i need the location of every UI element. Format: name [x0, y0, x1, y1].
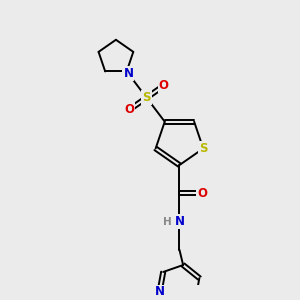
Text: H: H: [163, 217, 172, 226]
Text: N: N: [174, 215, 184, 228]
Text: S: S: [142, 91, 151, 104]
Text: O: O: [159, 79, 169, 92]
Text: N: N: [123, 67, 134, 80]
Text: S: S: [199, 142, 208, 155]
Text: O: O: [197, 187, 207, 200]
Text: O: O: [124, 103, 134, 116]
Text: N: N: [154, 286, 164, 298]
